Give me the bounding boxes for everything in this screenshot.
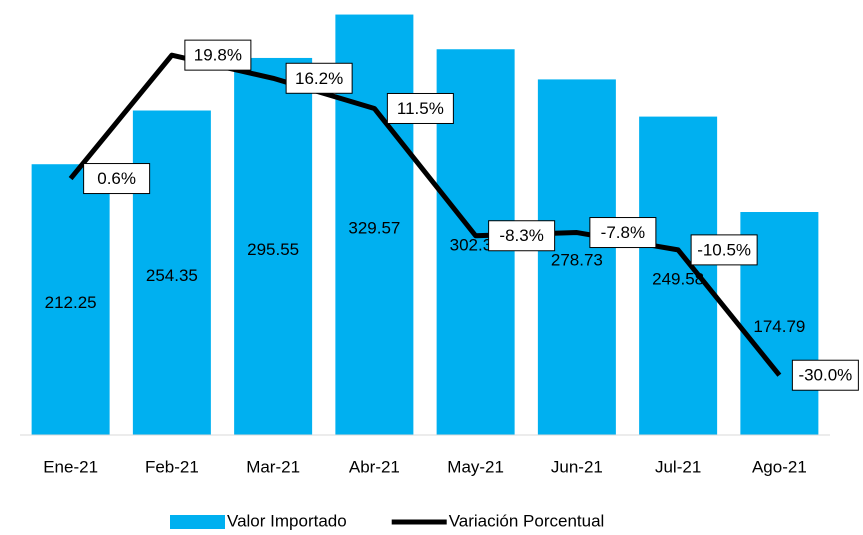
x-tick-label: Mar-21 [246,457,300,476]
legend-label: Variación Porcentual [449,511,605,530]
line-value-label: -7.8% [601,223,645,242]
legend-swatch [170,515,225,529]
x-tick-label: Ene-21 [43,457,98,476]
bar-value-label: 254.35 [146,266,198,285]
x-tick-label: Abr-21 [349,457,400,476]
bar-value-label: 174.79 [753,317,805,336]
line-value-label: 19.8% [194,46,242,65]
line-value-label: -8.3% [499,226,543,245]
data-label-box [285,62,353,94]
bar-value-label: 278.73 [551,251,603,270]
data-label-box [184,39,252,71]
x-tick-label: Ago-21 [752,457,807,476]
data-label-box [589,217,657,249]
line-value-label: 0.6% [97,169,136,188]
x-tick-label: Jun-21 [551,457,603,476]
line-value-label: -10.5% [697,240,751,259]
x-tick-label: Feb-21 [145,457,199,476]
data-label-box [386,92,454,124]
bar [31,164,110,435]
data-label-box [690,234,758,266]
bar-value-label: 249.58 [652,269,704,288]
line-value-label: -30.0% [798,366,852,385]
data-label-box [488,220,556,252]
line-value-label: 16.2% [295,69,343,88]
x-tick-label: Jul-21 [655,457,701,476]
bar [639,116,718,435]
bar [537,79,616,436]
bar-value-label: 295.55 [247,240,299,259]
bar-value-label: 329.57 [348,218,400,237]
line-value-label: 11.5% [397,99,444,118]
bar-value-label: 212.25 [45,293,97,312]
data-label-box [83,163,151,195]
x-tick-label: May-21 [447,457,504,476]
data-label-box [791,359,859,391]
legend-label: Valor Importado [227,511,347,530]
bar [234,57,313,435]
